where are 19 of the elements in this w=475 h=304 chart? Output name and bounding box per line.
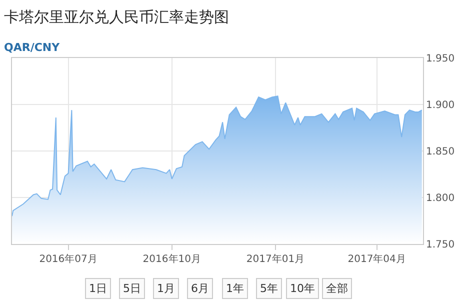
- y-tick-label: 1.950: [426, 54, 455, 64]
- text: 1日: [89, 282, 107, 295]
- text: 全部: [326, 282, 348, 295]
- x-tick-label: 2016年07月: [39, 253, 98, 265]
- y-tick-label: 1.800: [426, 193, 455, 204]
- x-tick-label: 2017年04月: [348, 253, 406, 265]
- x-tick-label: 2016年10月: [142, 253, 201, 265]
- text: 1年: [226, 282, 244, 295]
- x-tick-label: 2017年01月: [246, 253, 305, 265]
- text: 5日: [123, 282, 141, 295]
- y-tick-label: 1.750: [426, 240, 455, 250]
- y-tick-label: 1.850: [426, 146, 455, 158]
- text: 6月: [191, 282, 209, 295]
- chart-subtitle: QAR/CNY: [4, 41, 61, 54]
- chart-title: 卡塔尔里亚尔兑人民币汇率走势图: [4, 8, 229, 26]
- text: 10年: [290, 282, 315, 295]
- text: 1月: [157, 282, 175, 295]
- y-tick-label: 1.900: [426, 100, 455, 111]
- text: 5年: [260, 282, 278, 295]
